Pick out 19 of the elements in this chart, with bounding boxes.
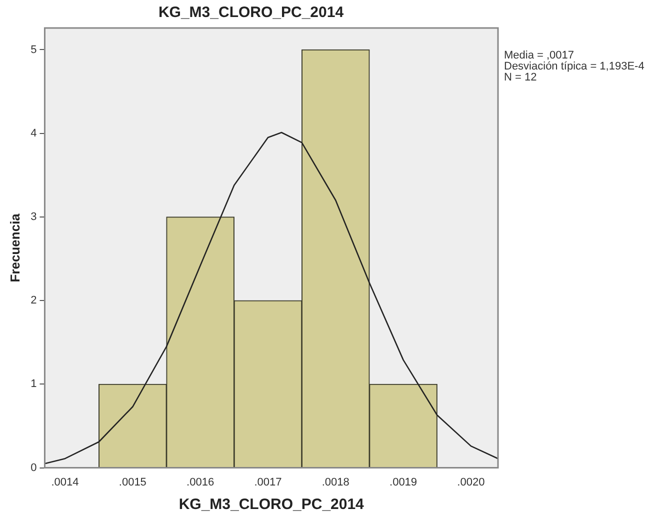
text: Desviación típica = 1,193E-4	[504, 60, 644, 73]
y-axis-title: Frecuencia	[7, 212, 22, 282]
x-tick-label: .0017	[254, 476, 282, 488]
x-tick-label: .0020	[457, 476, 485, 488]
y-tick-label: 2	[30, 294, 37, 307]
x-tick-label: .0019	[390, 476, 418, 488]
text: Media = ,0017	[504, 50, 574, 62]
x-tick-label: .0016	[186, 476, 214, 488]
x-axis-title: KG_M3_CLORO_PC_2014	[178, 496, 365, 514]
x-tick-label: .0018	[322, 476, 350, 488]
y-tick-label: 5	[30, 44, 37, 56]
text: N = 12	[504, 72, 537, 84]
x-tick-label: .0014	[51, 476, 79, 488]
y-tick-label: 3	[30, 210, 37, 223]
y-tick-label: 4	[30, 127, 37, 140]
x-tick-label: .0015	[118, 476, 146, 488]
y-tick-label: 0	[30, 462, 37, 474]
y-tick-label: 1	[30, 378, 37, 390]
chart-title: KG_M3_CLORO_PC_2014	[158, 4, 344, 22]
